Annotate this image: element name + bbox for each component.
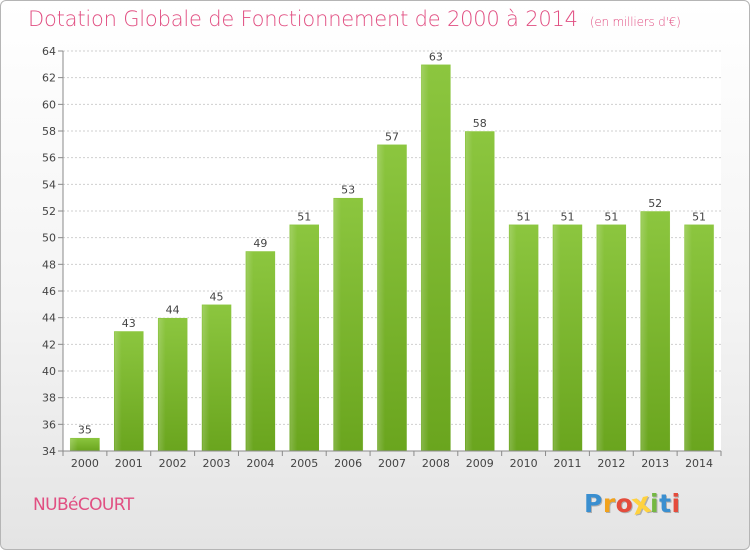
bar-value-label: 63	[429, 50, 443, 63]
chart-title-text: Dotation Globale de Fonctionnement de 20…	[28, 7, 578, 31]
commune-name: NUBéCOURT	[33, 495, 134, 515]
x-tick-label: 2012	[597, 457, 625, 470]
y-tick-label: 64	[42, 45, 56, 58]
x-tick-label: 2006	[334, 457, 362, 470]
bar-value-label: 44	[166, 304, 180, 317]
x-tick-label: 2014	[685, 457, 713, 470]
x-tick-label: 2008	[422, 457, 450, 470]
y-tick-label: 42	[42, 338, 56, 351]
bar-value-label: 51	[692, 210, 706, 223]
y-tick-label: 62	[42, 72, 56, 85]
bar-highlight	[641, 212, 649, 451]
logo-letter: i	[650, 489, 660, 518]
x-tick-label: 2004	[246, 457, 274, 470]
bar-value-label: 52	[648, 197, 662, 210]
bar-highlight	[553, 225, 561, 451]
bar-value-label: 53	[341, 184, 355, 197]
bar-value-label: 51	[560, 210, 574, 223]
bar-highlight	[597, 225, 605, 451]
y-tick-label: 38	[42, 392, 56, 405]
bar-highlight	[202, 305, 210, 451]
bar-highlight	[685, 225, 693, 451]
y-tick-label: 54	[42, 178, 56, 191]
bar-value-label: 58	[473, 117, 487, 130]
logo-letter: t	[659, 489, 672, 518]
bar-value-label: 43	[122, 317, 136, 330]
bar-value-label: 51	[517, 210, 531, 223]
logo-letter: P	[584, 489, 603, 518]
y-tick-label: 48	[42, 258, 56, 271]
chart-subtitle: (en milliers d'€)	[589, 15, 681, 29]
logo-letter: i	[671, 489, 681, 518]
y-tick-label: 36	[42, 418, 56, 431]
bar-highlight	[509, 225, 517, 451]
bar-highlight	[421, 65, 429, 451]
bar-highlight	[158, 318, 166, 451]
bar-value-label: 49	[253, 237, 267, 250]
y-tick-label: 34	[42, 445, 56, 458]
bar-highlight	[114, 332, 122, 451]
bar-highlight	[246, 252, 254, 451]
y-tick-label: 60	[42, 98, 56, 111]
x-tick-label: 2009	[466, 457, 494, 470]
bar-value-label: 51	[604, 210, 618, 223]
bar-highlight	[70, 438, 78, 451]
x-tick-label: 2011	[553, 457, 581, 470]
y-tick-label: 56	[42, 152, 56, 165]
x-tick-label: 2003	[203, 457, 231, 470]
y-tick-label: 58	[42, 125, 56, 138]
bar-value-label: 57	[385, 130, 399, 143]
chart-title: Dotation Globale de Fonctionnement de 20…	[28, 7, 681, 31]
y-tick-label: 40	[42, 365, 56, 378]
bar-highlight	[290, 225, 298, 451]
logo-letter: o	[615, 489, 634, 518]
bar-highlight	[465, 132, 473, 451]
y-tick-label: 44	[42, 312, 56, 325]
x-tick-label: 2001	[115, 457, 143, 470]
x-tick-label: 2000	[71, 457, 99, 470]
x-tick-label: 2010	[510, 457, 538, 470]
x-tick-label: 2007	[378, 457, 406, 470]
x-tick-label: 2005	[290, 457, 318, 470]
bar-value-label: 51	[297, 210, 311, 223]
proxiti-logo: Proxiti	[584, 485, 681, 522]
bar-highlight	[378, 145, 385, 452]
x-tick-label: 2002	[159, 457, 187, 470]
bar-value-label: 45	[210, 290, 224, 303]
y-tick-label: 50	[42, 232, 56, 245]
bar-value-label: 35	[78, 424, 92, 437]
x-tick-label: 2013	[641, 457, 669, 470]
y-tick-label: 46	[42, 285, 56, 298]
bar-highlight	[334, 198, 342, 451]
logo-letter: r	[602, 489, 616, 518]
y-tick-label: 52	[42, 205, 56, 218]
